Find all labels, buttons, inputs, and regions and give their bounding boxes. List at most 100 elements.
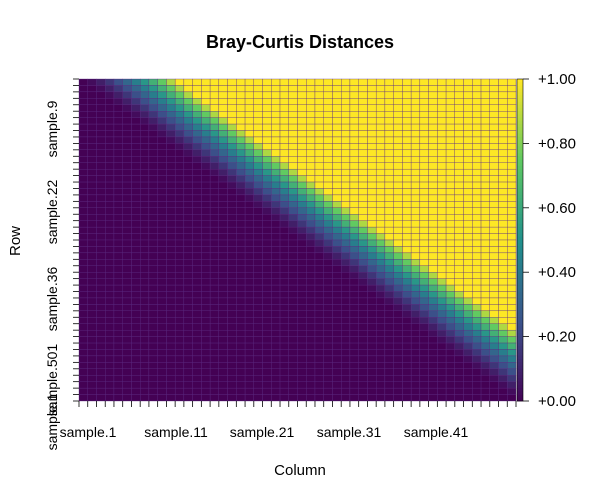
heatmap-cell xyxy=(131,272,141,279)
heatmap-cell xyxy=(472,220,482,228)
heatmap-cell xyxy=(183,304,193,312)
heatmap-cell xyxy=(349,381,359,389)
heatmap-cell xyxy=(332,85,342,93)
heatmap-cell xyxy=(279,85,289,93)
heatmap-cell xyxy=(367,265,377,273)
heatmap-cell xyxy=(463,175,473,183)
heatmap-cell xyxy=(428,207,438,215)
heatmap-cell xyxy=(472,362,482,369)
heatmap-cell xyxy=(271,387,281,395)
heatmap-cell xyxy=(105,85,115,93)
heatmap-cell xyxy=(428,278,438,286)
heatmap-cell xyxy=(174,98,185,105)
heatmap-cell xyxy=(323,168,333,176)
heatmap-cell xyxy=(236,349,246,357)
heatmap-cell xyxy=(209,329,220,337)
heatmap-cell xyxy=(78,368,88,376)
heatmap-cell xyxy=(113,91,123,99)
colorbar-segment xyxy=(517,223,523,228)
heatmap-cell xyxy=(113,214,123,221)
heatmap-cell xyxy=(140,272,150,279)
heatmap-cell xyxy=(122,168,132,176)
heatmap-cell xyxy=(157,130,167,138)
heatmap-cell xyxy=(227,304,237,312)
heatmap-cell xyxy=(375,323,386,331)
heatmap-cell xyxy=(445,188,455,196)
heatmap-cell xyxy=(358,149,368,157)
heatmap-cell xyxy=(367,297,377,305)
heatmap-cell xyxy=(332,181,342,189)
heatmap-cell xyxy=(209,149,220,157)
heatmap-cell xyxy=(105,355,115,363)
heatmap-cell xyxy=(507,297,517,305)
heatmap-cell xyxy=(323,336,333,344)
heatmap-cell xyxy=(166,194,176,202)
heatmap-cell xyxy=(306,284,316,292)
heatmap-cell xyxy=(472,226,482,234)
heatmap-cell xyxy=(341,329,351,337)
heatmap-cell xyxy=(227,149,237,157)
heatmap-cell xyxy=(201,130,211,138)
heatmap-cell xyxy=(463,310,473,318)
heatmap-cell xyxy=(105,162,115,170)
y-tick-label: sample.22 xyxy=(44,179,60,244)
heatmap-cell xyxy=(437,310,447,318)
heatmap-cell xyxy=(140,304,150,312)
heatmap-cell xyxy=(87,368,97,376)
heatmap-cell xyxy=(314,111,324,118)
heatmap-cell xyxy=(507,130,517,138)
heatmap-cell xyxy=(323,329,333,337)
heatmap-cell xyxy=(148,207,158,215)
heatmap-cell xyxy=(419,394,429,402)
heatmap-cell xyxy=(166,149,176,157)
heatmap-cell xyxy=(140,78,150,86)
heatmap-cell xyxy=(480,214,490,221)
heatmap-cell xyxy=(87,291,97,299)
heatmap-cell xyxy=(402,310,412,318)
heatmap-cell xyxy=(209,252,220,260)
heatmap-cell xyxy=(87,342,97,350)
heatmap-cell xyxy=(349,336,359,344)
heatmap-cell xyxy=(131,123,141,131)
heatmap-cell xyxy=(262,291,272,299)
heatmap-cell xyxy=(262,336,272,344)
heatmap-cell xyxy=(498,336,508,344)
heatmap-cell xyxy=(489,233,499,241)
heatmap-cell xyxy=(437,91,447,99)
heatmap-cell xyxy=(375,117,386,125)
heatmap-cell xyxy=(367,387,377,395)
heatmap-cell xyxy=(227,91,237,99)
heatmap-cell xyxy=(428,233,438,241)
heatmap-cell xyxy=(87,233,97,241)
heatmap-cell xyxy=(166,233,176,241)
heatmap-cell xyxy=(454,259,464,266)
heatmap-cell xyxy=(402,162,412,170)
heatmap-cell xyxy=(410,98,421,105)
heatmap-cell xyxy=(489,291,499,299)
heatmap-cell xyxy=(454,207,464,215)
heatmap-cell xyxy=(227,220,237,228)
heatmap-cell xyxy=(78,329,88,337)
heatmap-cell xyxy=(166,375,176,382)
heatmap-cell xyxy=(507,323,517,331)
heatmap-cell xyxy=(454,375,464,382)
heatmap-cell xyxy=(174,284,185,292)
heatmap-cell xyxy=(472,136,482,144)
x-axis-label: Column xyxy=(274,462,326,479)
heatmap-cell xyxy=(349,78,359,86)
heatmap-cell xyxy=(498,104,508,112)
heatmap-cell xyxy=(157,252,167,260)
heatmap-cell xyxy=(192,111,202,118)
heatmap-cell xyxy=(131,201,141,208)
colorbar-segment xyxy=(517,130,523,135)
heatmap-cell xyxy=(227,284,237,292)
heatmap-cell xyxy=(288,323,298,331)
heatmap-cell xyxy=(236,284,246,292)
heatmap-cell xyxy=(323,149,333,157)
heatmap-cell xyxy=(463,78,473,86)
heatmap-cell xyxy=(375,175,386,183)
heatmap-cell xyxy=(262,265,272,273)
heatmap-cell xyxy=(393,207,403,215)
heatmap-cell xyxy=(410,156,421,163)
heatmap-cell xyxy=(437,123,447,131)
